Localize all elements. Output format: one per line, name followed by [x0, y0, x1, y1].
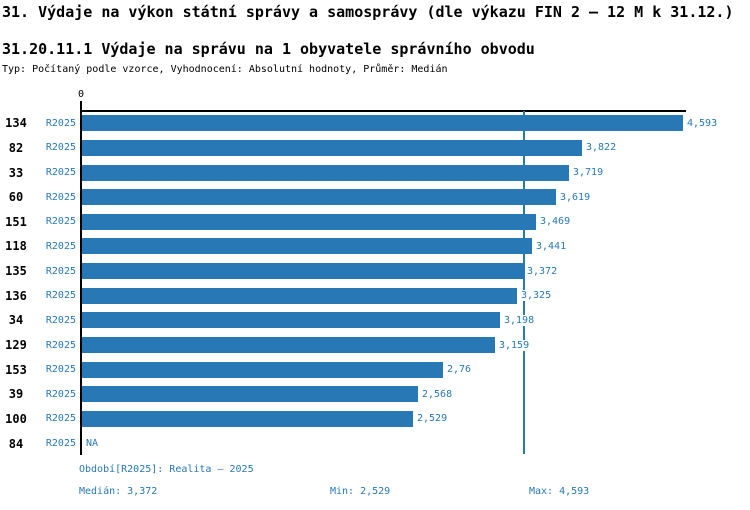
page-title: 31. Výdaje na výkon státní správy a samo…	[2, 3, 734, 21]
bar-value-label: 3,719	[572, 167, 605, 179]
row-period-label: R2025	[45, 413, 76, 425]
bar	[82, 312, 500, 329]
bar-value-label: 3,372	[526, 265, 559, 277]
row-id-label: 135	[5, 264, 27, 279]
bar-value-label: 2,568	[421, 388, 454, 400]
row-period-label: R2025	[45, 216, 76, 228]
row-period-label: R2025	[45, 290, 76, 302]
x-axis-line	[80, 110, 686, 112]
legend-period: Období[R2025]: Realita – 2025	[79, 464, 254, 475]
bar	[82, 189, 556, 206]
chart-row: 134 R2025 4,593	[0, 111, 750, 136]
row-id-label: 60	[8, 190, 24, 205]
chart-row: 153 R2025 2,76	[0, 357, 750, 382]
row-id-label: 82	[8, 140, 24, 155]
row-id-label: 151	[5, 214, 27, 229]
bar	[82, 139, 582, 156]
x-axis-zero-label: 0	[77, 89, 85, 100]
bar-value-label: 2,76	[446, 364, 473, 376]
row-period-label: R2025	[45, 438, 76, 450]
chart-row: 100 R2025 2,529	[0, 407, 750, 432]
chart-row: 136 R2025 3,325	[0, 284, 750, 309]
chart-row: 135 R2025 3,372	[0, 259, 750, 284]
row-id-label: 136	[5, 288, 27, 303]
bar	[82, 410, 413, 427]
row-id-label: 39	[8, 387, 24, 402]
bar	[82, 238, 532, 255]
chart-row: 118 R2025 3,441	[0, 234, 750, 259]
row-id-label: 118	[5, 239, 27, 254]
row-period-label: R2025	[45, 117, 76, 129]
row-id-label: 33	[8, 165, 24, 180]
chart-row: 129 R2025 3,159	[0, 333, 750, 358]
legend-median: Medián: 3,372	[79, 486, 158, 497]
bar-value-label: 4,593	[686, 117, 719, 129]
legend-max: Max: 4,593	[529, 486, 590, 497]
bar	[82, 213, 536, 230]
row-id-label: 84	[8, 436, 24, 451]
bar	[82, 361, 443, 378]
row-period-label: R2025	[45, 167, 76, 179]
bar-value-label: 3,822	[585, 142, 618, 154]
indicator-type-line: Typ: Počítaný podle vzorce, Vyhodnocení:…	[2, 64, 448, 75]
chart-row: 84 R2025 NA	[0, 431, 750, 456]
chart-row: 82 R2025 3,822	[0, 136, 750, 161]
row-id-label: 129	[5, 338, 27, 353]
bar-value-label: 3,619	[559, 191, 592, 203]
bar	[82, 287, 517, 304]
row-period-label: R2025	[45, 240, 76, 252]
bar-value-label: 3,441	[535, 240, 568, 252]
chart-row: 39 R2025 2,568	[0, 382, 750, 407]
bar	[82, 164, 569, 181]
row-period-label: R2025	[45, 364, 76, 376]
indicator-title: 31.20.11.1 Výdaje na správu na 1 obyvate…	[2, 40, 535, 58]
bar-value-label: 3,325	[520, 290, 553, 302]
bar-value-label: 2,529	[416, 413, 449, 425]
y-axis-line	[80, 101, 82, 455]
row-period-label: R2025	[45, 339, 76, 351]
row-period-label: R2025	[45, 314, 76, 326]
bar-value-label: NA	[85, 438, 100, 450]
row-id-label: 100	[5, 411, 27, 426]
legend-min: Min: 2,529	[330, 486, 391, 497]
row-id-label: 134	[5, 116, 27, 131]
row-period-label: R2025	[45, 388, 76, 400]
chart-row: 33 R2025 3,719	[0, 160, 750, 185]
bar	[82, 263, 523, 280]
row-id-label: 153	[5, 362, 27, 377]
row-id-label: 34	[8, 313, 24, 328]
bar	[82, 115, 683, 132]
chart-row: 151 R2025 3,469	[0, 210, 750, 235]
bar-value-label: 3,469	[539, 216, 572, 228]
row-period-label: R2025	[45, 191, 76, 203]
bar	[82, 337, 495, 354]
bar-value-label: 3,159	[498, 339, 531, 351]
median-line	[523, 111, 526, 454]
chart-row: 60 R2025 3,619	[0, 185, 750, 210]
bar-value-label: 3,198	[503, 314, 536, 326]
row-period-label: R2025	[45, 142, 76, 154]
row-period-label: R2025	[45, 265, 76, 277]
bar	[82, 386, 418, 403]
chart-rows: 134 R2025 4,593 82 R2025 3,822 33 R2025 3,719 60 R…	[0, 111, 750, 457]
chart-row: 34 R2025 3,198	[0, 308, 750, 333]
